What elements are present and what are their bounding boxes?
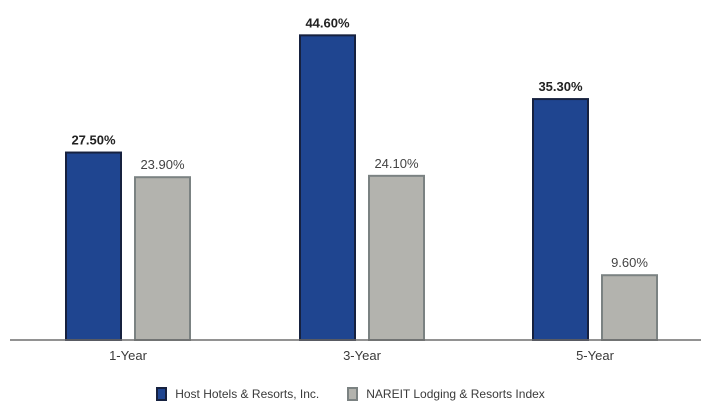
legend: Host Hotels & Resorts, Inc. NAREIT Lodgi… <box>0 383 701 405</box>
legend-swatch-nareit <box>347 387 359 401</box>
data-label-host-hotels-resorts-inc-3-year: 44.60% <box>305 15 350 30</box>
bar-nareit-lodging-resorts-index-3-year <box>368 174 425 341</box>
data-label-host-hotels-resorts-inc-5-year: 35.30% <box>538 79 583 94</box>
data-label-host-hotels-resorts-inc-1-year: 27.50% <box>71 133 116 148</box>
bar-nareit-lodging-resorts-index-1-year <box>134 176 191 341</box>
bar-chart: 27.50% 23.90% 44.60% 24.10% 35.30% 9.60% 1-Ye… <box>10 15 701 363</box>
legend-label-nareit: NAREIT Lodging & Resorts Index <box>366 387 545 401</box>
data-label-nareit-lodging-resorts-index-1-year: 23.90% <box>140 157 185 172</box>
legend-item-host-hotels: Host Hotels & Resorts, Inc. <box>156 387 319 401</box>
bar-host-hotels-resorts-inc-3-year <box>299 34 356 341</box>
legend-item-nareit: NAREIT Lodging & Resorts Index <box>347 387 545 401</box>
data-label-nareit-lodging-resorts-index-3-year: 24.10% <box>374 156 419 171</box>
data-label-nareit-lodging-resorts-index-5-year: 9.60% <box>611 255 648 270</box>
bar-nareit-lodging-resorts-index-5-year <box>601 274 658 342</box>
bars-layer: 27.50% 23.90% 44.60% 24.10% 35.30% 9.60% <box>65 15 658 342</box>
x-tick-label-5-year: 5-Year <box>576 348 614 363</box>
legend-swatch-host-hotels <box>156 387 168 401</box>
bar-host-hotels-resorts-inc-5-year <box>532 98 589 341</box>
x-axis-tick-labels: 1-Year 3-Year 5-Year <box>109 348 614 363</box>
x-tick-label-3-year: 3-Year <box>343 348 381 363</box>
legend-label-host-hotels: Host Hotels & Resorts, Inc. <box>175 387 320 401</box>
bar-host-hotels-resorts-inc-1-year <box>65 151 122 341</box>
x-tick-label-1-year: 1-Year <box>109 348 147 363</box>
